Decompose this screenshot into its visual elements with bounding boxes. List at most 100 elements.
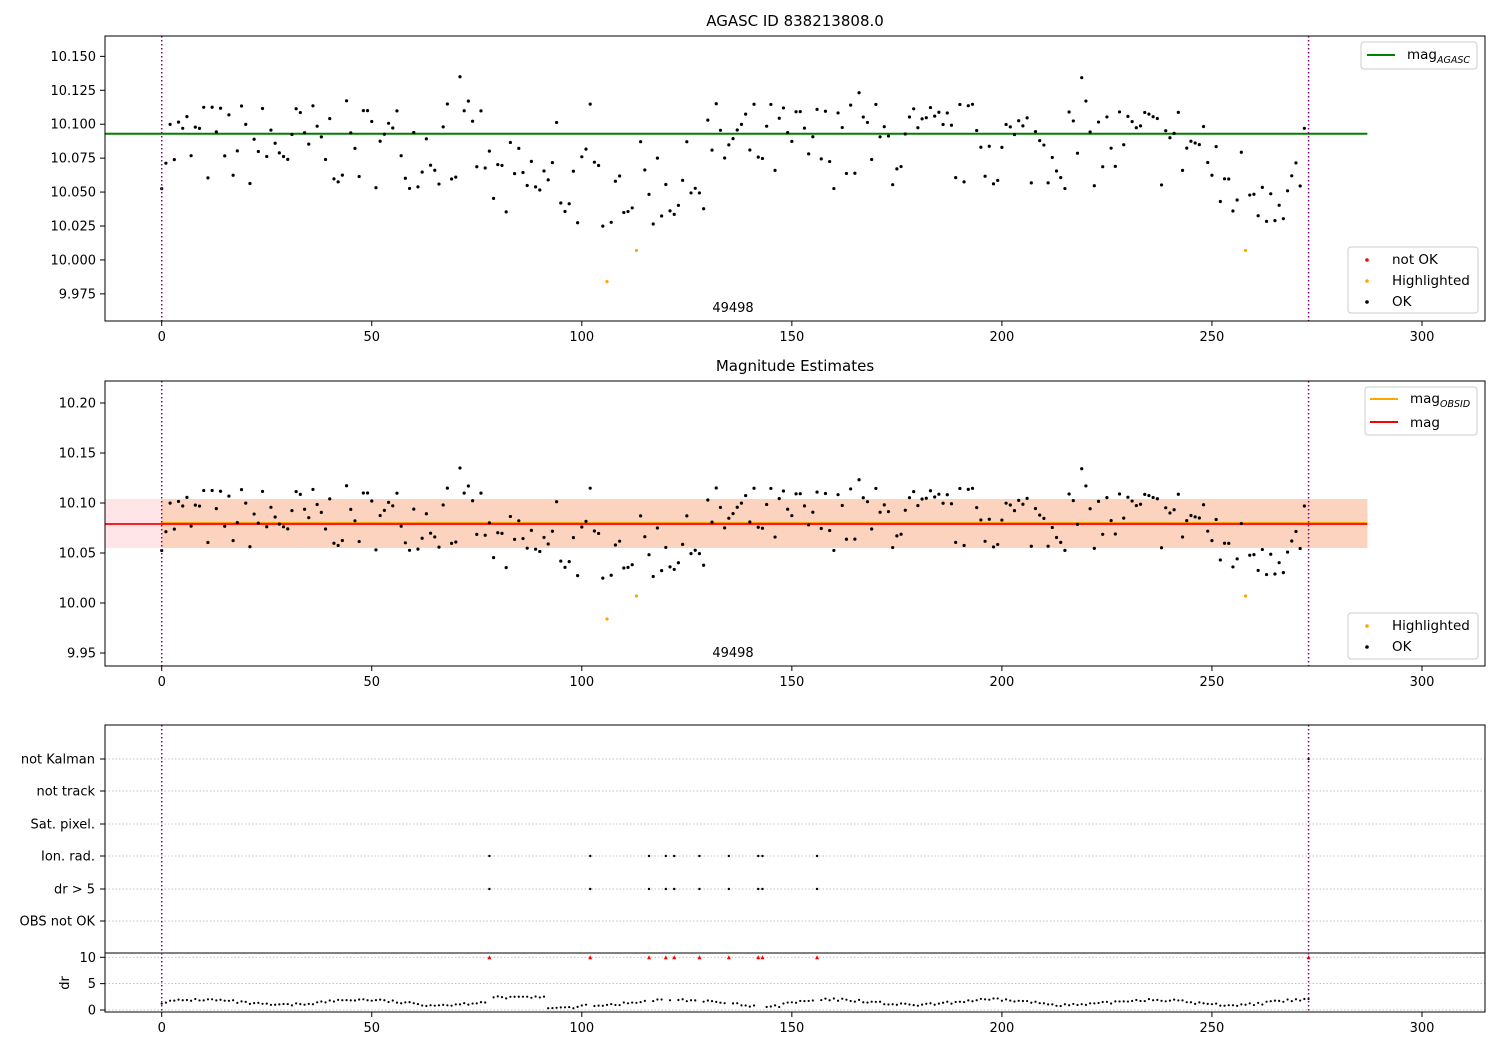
top-ok-point [344, 99, 349, 103]
middle-ok-point [1025, 496, 1029, 500]
top-ok-point [391, 126, 395, 130]
flags-axes-frame [104, 724, 1486, 1013]
middle-ok-point [550, 529, 554, 533]
top-ok-point [1172, 131, 1176, 135]
top-ok-point [378, 139, 382, 143]
dr-point [236, 1001, 239, 1004]
top-ok-point [697, 191, 702, 195]
middle-ok-point [1189, 513, 1193, 518]
middle-ok-point [970, 486, 975, 490]
middle-ok-point [206, 540, 210, 545]
middle-ok-point [298, 492, 302, 497]
dr-point [1299, 999, 1302, 1002]
flag-category-label: OBS not OK [20, 915, 96, 930]
middle-ok-point [983, 539, 987, 543]
dr-point [521, 995, 525, 998]
top-ok-point [227, 113, 231, 117]
middle-ok-point [1138, 502, 1143, 506]
dr-point [803, 1000, 806, 1003]
middle-ok-point [512, 537, 517, 541]
middle-ok-point [819, 526, 823, 531]
top-ok-point [1155, 116, 1159, 121]
dr-point [509, 995, 512, 998]
middle-ok-point [1151, 495, 1155, 500]
middle-ok-point [865, 500, 870, 504]
top-ok-point [437, 182, 441, 186]
middle-ok-point [546, 542, 550, 546]
middle-ok-point [458, 466, 462, 470]
middle-ok-point [168, 501, 172, 505]
middle-lines [105, 522, 1368, 525]
middle-ok-point [1273, 572, 1277, 576]
middle-panel: 0 50 100 150 200 250 300 9.95 10.00 10.05 10.10 10… [59, 357, 1486, 690]
top-ok-point [424, 137, 428, 141]
dr-point [211, 998, 214, 1001]
dr-point [723, 1002, 726, 1005]
middle-ok-point [840, 503, 844, 508]
middle-ok-point [223, 524, 227, 528]
top-ok-point [643, 168, 647, 172]
middle-ok-point [655, 526, 660, 530]
top-ok-point [538, 188, 542, 192]
middle-ok-point [197, 504, 202, 508]
middle-ok-point [836, 493, 840, 497]
top-ok-point [685, 140, 689, 144]
dr-point [946, 1000, 949, 1003]
top-ok-point [1063, 186, 1067, 191]
top-ok-point [731, 137, 735, 141]
top-annotation: 49498 [712, 301, 753, 316]
dr-point [1034, 1000, 1037, 1003]
top-ok-point [176, 120, 181, 124]
dr-point [1273, 999, 1277, 1002]
middle-ok-point [315, 502, 319, 507]
top-ok-point [1101, 165, 1105, 169]
top-ok-point [907, 115, 912, 119]
top-ok-point [1096, 120, 1101, 124]
dr-point [874, 1000, 877, 1004]
top-ok-point [533, 185, 538, 189]
dr-point [442, 1003, 445, 1006]
top-ok-point [1252, 192, 1256, 196]
middle-ok-point [576, 574, 580, 578]
top-ok-point [1185, 146, 1189, 150]
top-ok-point [723, 156, 727, 160]
middle-ok-point [1168, 511, 1172, 515]
middle-ok-point [1143, 492, 1147, 496]
top-ok-point [1193, 141, 1197, 145]
dr-point [849, 999, 852, 1003]
middle-ok-point [853, 537, 857, 541]
middle-ok-point [1290, 539, 1294, 543]
dr-point [631, 1001, 634, 1004]
dr-point [937, 1002, 940, 1005]
top-ok-point [1285, 189, 1290, 193]
dr-point [1223, 1004, 1226, 1007]
dr-point [580, 1004, 583, 1007]
dr-point [719, 1001, 722, 1004]
dr-point [639, 1001, 642, 1004]
middle-ok-point [508, 514, 512, 519]
dr-ytick-label: 0 [88, 1004, 96, 1019]
top-x-ticks: 0 50 100 150 200 250 300 [158, 321, 1434, 345]
flag-point [727, 854, 731, 858]
dr-point [1026, 999, 1029, 1003]
top-ok-point [458, 75, 462, 79]
dr-point [559, 1006, 562, 1009]
top-ok-point [580, 155, 584, 159]
top-ok-point [718, 128, 723, 132]
middle-ok-point [1155, 497, 1159, 501]
middle-ok-point [202, 488, 206, 493]
top-legend-points: not OK Highlighted OK [1347, 246, 1479, 314]
dr-point [685, 1000, 688, 1003]
middle-ok-point [1256, 568, 1260, 573]
top-ok-point [197, 126, 202, 130]
top-ok-point [807, 152, 811, 156]
top-ok-point [1189, 139, 1193, 143]
middle-ok-point [1227, 541, 1231, 545]
middle-ytick-label: 10.10 [59, 497, 96, 512]
top-ok-point [895, 167, 899, 171]
middle-ok-point [1222, 541, 1227, 545]
dr-point [1261, 1003, 1264, 1006]
top-ok-point [781, 106, 786, 110]
top-ok-point [702, 207, 706, 211]
middle-ok-point [559, 559, 563, 563]
